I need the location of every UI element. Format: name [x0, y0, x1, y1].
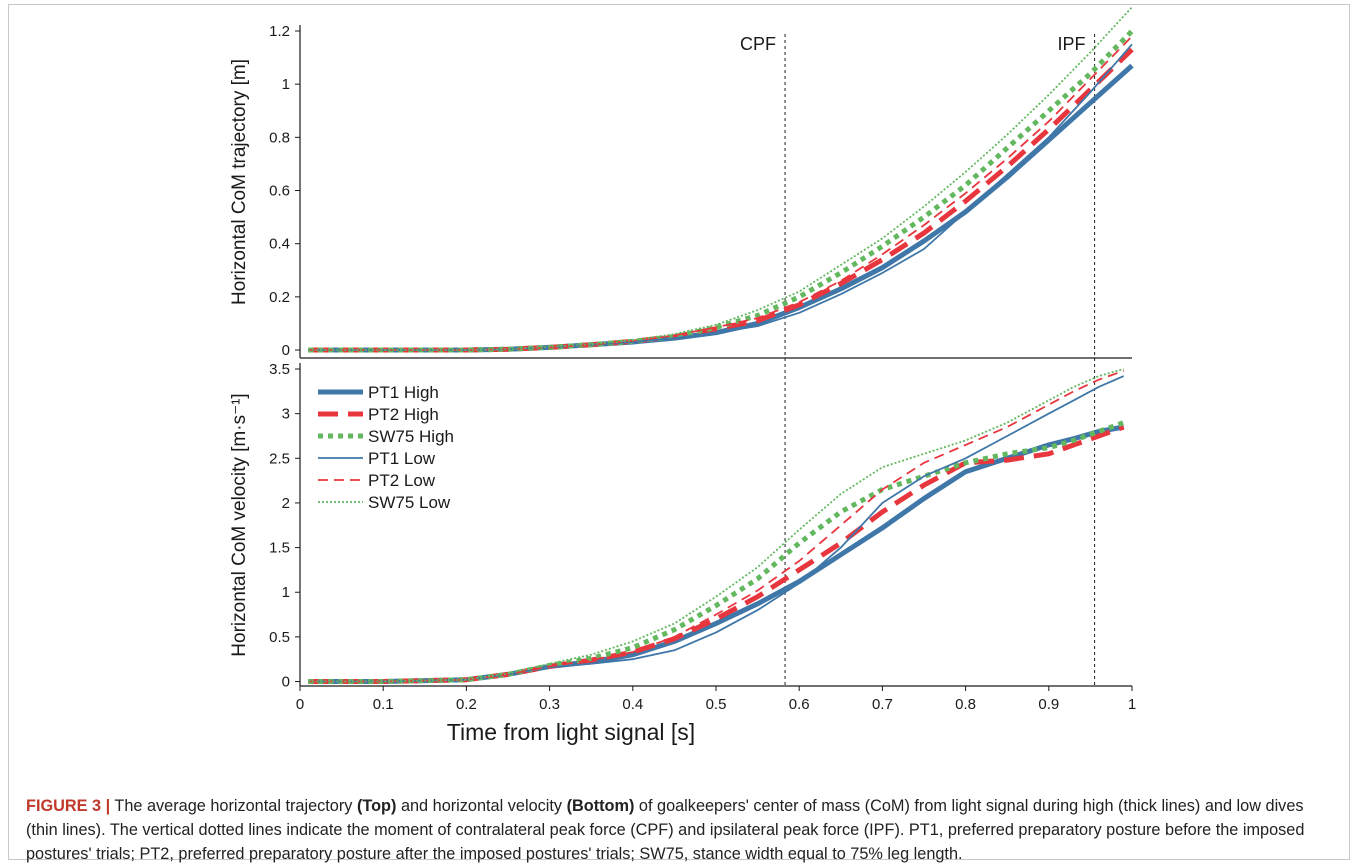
y-tick-label: 0.2	[269, 289, 290, 306]
figure-label: FIGURE 3 |	[26, 797, 111, 815]
y-tick-label: 0.6	[269, 183, 290, 200]
x-tick-label: 0.8	[955, 696, 976, 713]
legend-label-sw75-low: SW75 Low	[368, 493, 451, 512]
figure-frame	[8, 4, 1350, 860]
y-tick-label: 0.8	[269, 129, 290, 146]
y-tick-label: 1	[282, 584, 290, 601]
caption-text-3: of goalkeepers' center of mass (CoM) fro…	[26, 797, 1305, 863]
legend-label-pt2-low: PT2 Low	[368, 471, 436, 490]
y-tick-label: 0	[282, 342, 290, 359]
series-line-pt2-low-bottom	[308, 369, 1125, 683]
legend-label-pt1-low: PT1 Low	[368, 449, 436, 468]
x-tick-label: 0.2	[456, 696, 477, 713]
x-tick-label: 0.3	[539, 696, 560, 713]
y-tick-label: 3.5	[269, 361, 290, 378]
series-line-pt1-low-top	[308, 43, 1133, 351]
caption-text-2: and horizontal velocity	[396, 797, 567, 815]
series-line-sw75-low-top	[308, 6, 1133, 351]
caption-bottom-label: (Bottom)	[566, 797, 635, 815]
series-line-sw75-high-top	[308, 29, 1134, 353]
series-line-pt1-high-top	[308, 63, 1134, 353]
x-tick-label: 0.1	[373, 696, 394, 713]
x-tick-label: 0.7	[872, 696, 893, 713]
legend-label-sw75-high: SW75 High	[368, 427, 454, 446]
y-tick-label: 2.5	[269, 450, 290, 467]
y-tick-label: 2	[282, 495, 290, 512]
x-tick-label: 0	[296, 696, 304, 713]
x-tick-label: 0.5	[706, 696, 727, 713]
caption-text-1: The average horizontal trajectory	[110, 797, 357, 815]
marker-label-ipf: IPF	[1058, 34, 1086, 54]
series-line-pt2-low-top	[308, 35, 1133, 351]
legend-label-pt2-high: PT2 High	[368, 405, 439, 424]
y-tick-label: 1	[282, 76, 290, 93]
series-line-pt2-high-bottom	[308, 424, 1125, 684]
top-y-axis-label: Horizontal CoM trajectory [m]	[229, 59, 250, 305]
y-tick-label: 3	[282, 406, 290, 423]
line-chart: 0 0.2 0.4 0.6 0.8 1 1.2 0 0.5 1 1.5 2 2.5 3 3.5 0 0.1 0.2…	[229, 6, 1136, 745]
series-line-pt1-low-bottom	[308, 375, 1125, 683]
x-tick-label: 0.9	[1038, 696, 1059, 713]
figure-caption: FIGURE 3 | The average horizontal trajec…	[26, 794, 1336, 866]
caption-top-label: (Top)	[356, 797, 397, 815]
series-line-pt2-high-top	[308, 47, 1134, 353]
bottom-y-axis-label: Horizontal CoM velocity [m·s⁻¹]	[229, 393, 250, 656]
legend-label-pt1-high: PT1 High	[368, 383, 439, 402]
y-tick-label: 0.5	[269, 629, 290, 646]
y-tick-label: 0	[282, 674, 290, 691]
x-tick-label: 1	[1128, 696, 1136, 713]
y-tick-label: 1.2	[269, 23, 290, 40]
x-axis-label: Time from light signal [s]	[447, 719, 695, 745]
y-tick-label: 0.4	[269, 236, 290, 253]
marker-label-cpf: CPF	[740, 34, 776, 54]
x-tick-label: 0.4	[622, 696, 643, 713]
y-tick-label: 1.5	[269, 540, 290, 557]
x-tick-label: 0.6	[789, 696, 810, 713]
